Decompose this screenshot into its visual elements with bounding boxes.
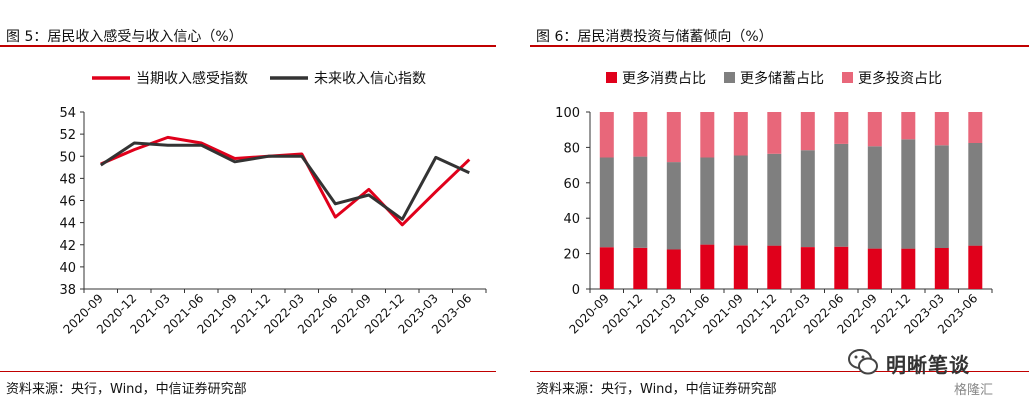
chart-title: 图 5：居民收入感受与收入信心（%） — [6, 29, 243, 45]
bar-segment — [599, 157, 614, 248]
watermark: 明晰笔谈 格隆汇 — [838, 345, 1028, 407]
bar-segment — [901, 112, 916, 140]
bar-segment — [834, 112, 849, 144]
y-tick-label: 50 — [59, 150, 76, 165]
legend-label: 更多投资占比 — [858, 70, 942, 87]
bar-segment — [867, 112, 882, 147]
y-tick-label: 38 — [59, 283, 76, 298]
source-note: 资料来源：央行，Wind，中信证券研究部 — [536, 382, 777, 397]
legend-swatch — [724, 72, 735, 83]
series-line — [100, 135, 471, 227]
bar-segment — [733, 155, 748, 246]
bar-segment — [800, 112, 815, 151]
bar-segment — [767, 112, 782, 154]
y-tick-label: 44 — [59, 217, 76, 232]
wechat-logo-icon — [848, 349, 878, 375]
bar-segment — [633, 247, 648, 289]
y-tick-label: 40 — [59, 261, 76, 276]
bar-segment — [934, 145, 949, 248]
bar-segment — [934, 112, 949, 146]
stacked-bar-chart: 0204060801002020-092020-122021-032021-06… — [555, 70, 993, 337]
y-tick-label: 54 — [59, 106, 76, 121]
bar-segment — [968, 143, 983, 246]
legend-swatch — [842, 72, 853, 83]
bar-segment — [901, 248, 916, 289]
y-tick-label: 46 — [59, 195, 76, 210]
y-tick-label: 20 — [563, 248, 580, 263]
title-rule — [0, 45, 496, 47]
y-tick-label: 0 — [572, 283, 580, 298]
line-chart: 3840424446485052542020-092020-122021-032… — [59, 70, 487, 337]
bar-segment — [901, 139, 916, 249]
bar-chart-panel: 图 6：居民消费投资与储蓄倾向（%） 0 20 40 60 80 100 2020-09 20… — [530, 0, 1029, 409]
bar-segment — [934, 247, 949, 289]
bar-segment — [700, 244, 715, 289]
bar-segment — [700, 112, 715, 158]
bar-segment — [700, 157, 715, 245]
legend-label: 更多储蓄占比 — [740, 70, 824, 87]
bar-segment — [968, 112, 983, 143]
bar-segment — [867, 146, 882, 249]
series-line — [99, 141, 470, 221]
bar-segment — [867, 248, 882, 289]
y-tick-label: 80 — [563, 141, 580, 156]
bar-segment — [599, 247, 614, 289]
legend-swatch — [606, 72, 617, 83]
legend-label: 更多消费占比 — [622, 70, 706, 87]
bar-segment — [834, 143, 849, 247]
watermark-text: 明晰笔谈 — [886, 353, 970, 377]
bar-segment — [599, 112, 614, 158]
bar-segment — [633, 112, 648, 157]
watermark-badge: 格隆汇 — [954, 383, 994, 398]
bar-segment — [968, 245, 983, 289]
y-tick-label: 100 — [555, 106, 580, 121]
bar-segment — [834, 246, 849, 289]
source-note: 资料来源：央行，Wind，中信证券研究部 — [6, 382, 247, 397]
legend-label: 当期收入感受指数 — [136, 70, 248, 87]
bar-segment — [767, 245, 782, 289]
y-tick-label: 52 — [59, 128, 76, 143]
bar-segment — [733, 112, 748, 156]
y-tick-label: 48 — [59, 172, 76, 187]
bar-segment — [733, 245, 748, 289]
source-rule — [530, 371, 1029, 372]
bar-segment — [666, 162, 681, 250]
chart-title: 图 6：居民消费投资与储蓄倾向（%） — [536, 29, 773, 45]
y-tick-label: 42 — [59, 239, 76, 254]
legend-label: 未来收入信心指数 — [314, 71, 426, 87]
bar-segment — [800, 247, 815, 289]
bar-segment — [666, 249, 681, 289]
title-rule — [530, 45, 1029, 47]
y-tick-label: 40 — [563, 212, 580, 227]
source-rule — [0, 371, 496, 372]
line-chart-panel: 图 5：居民收入感受与收入信心（%） 38 40 42 44 46 48 50 52 54 202… — [0, 0, 500, 409]
bar-segment — [767, 153, 782, 246]
bar-segment — [633, 156, 648, 248]
y-tick-label: 60 — [563, 177, 580, 192]
bar-segment — [800, 150, 815, 247]
bar-segment — [666, 112, 681, 163]
